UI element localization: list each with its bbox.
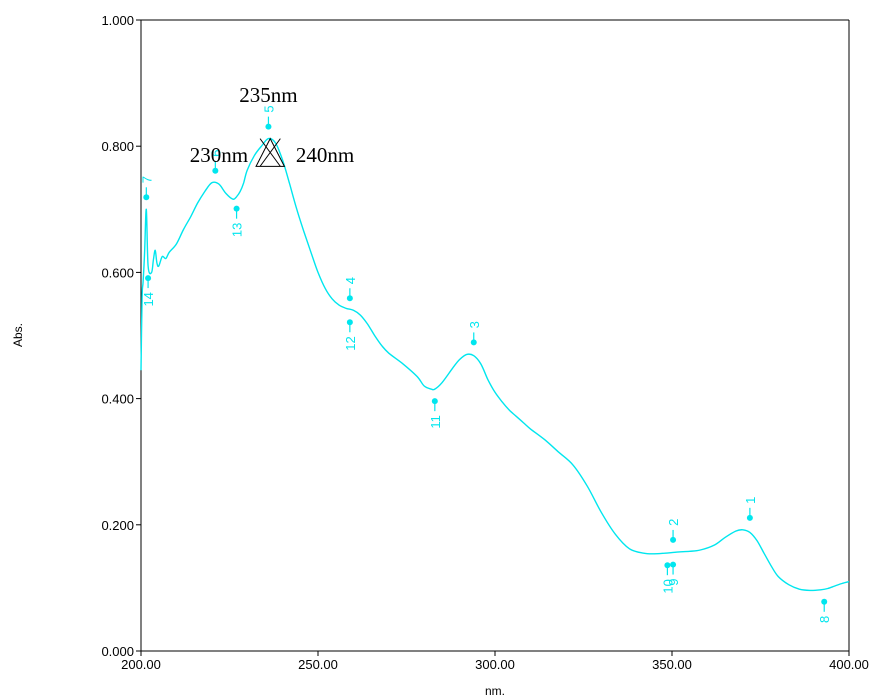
valley-label: 12 <box>343 336 358 350</box>
marker-dot <box>431 398 438 405</box>
peak-marker-4: 4 <box>343 277 358 302</box>
peak-label: 4 <box>343 277 358 284</box>
marker-dot <box>670 536 677 543</box>
wavelength-annotation: 230nm <box>190 143 248 167</box>
spectrum-series <box>140 137 850 592</box>
y-tick-label: 0.600 <box>101 265 134 280</box>
marker-dot <box>821 598 828 605</box>
peak-marker-10: 10 <box>660 562 675 594</box>
y-tick-label: 0.400 <box>101 392 134 407</box>
marker-dot <box>746 514 753 521</box>
peak-label: 1 <box>743 497 758 504</box>
wavelength-annotations: 235nm 230nm 240nm <box>190 83 355 167</box>
marker-dot <box>145 275 152 282</box>
valley-label: 10 <box>660 579 675 593</box>
marker-dot <box>346 295 353 302</box>
y-tick-label: 0.000 <box>101 644 134 659</box>
x-tick-label: 350.00 <box>652 657 692 672</box>
triangle-cross-line <box>259 138 281 167</box>
peak-label: 6 <box>208 150 223 157</box>
peak-marker-6: 6 <box>208 150 223 174</box>
y-tick-label: 0.200 <box>101 518 134 533</box>
valley-label: 13 <box>230 223 245 237</box>
valley-label: 11 <box>428 415 443 429</box>
wavelength-annotation: 235nm <box>239 83 297 107</box>
peak-label: 7 <box>139 176 154 183</box>
peak-marker-12: 12 <box>343 319 358 351</box>
axis-ticks: 200.00 250.00 300.00 350.00 400.00 0.000 0.200… <box>101 13 868 672</box>
peak-label: 2 <box>666 519 681 526</box>
valley-label: 14 <box>141 292 156 306</box>
wavelength-annotation: 240nm <box>296 143 354 167</box>
marker-dot <box>670 561 677 568</box>
y-tick-label: 1.000 <box>101 13 134 28</box>
x-tick-label: 200.00 <box>121 657 161 672</box>
y-axis-title: Abs. <box>11 323 25 347</box>
peak-marker-14: 14 <box>141 275 156 307</box>
valley-label: 9 <box>666 579 681 586</box>
peak-marker-11: 11 <box>428 398 443 429</box>
peak-marker-5: 5 <box>261 105 276 130</box>
x-tick-label: 250.00 <box>298 657 338 672</box>
x-axis-title: nm. <box>485 684 505 698</box>
peak-marker-1: 1 <box>743 497 758 521</box>
peak-marker-13: 13 <box>230 205 245 237</box>
triangle-marker <box>255 137 286 167</box>
x-tick-label: 300.00 <box>475 657 515 672</box>
spectrum-line <box>140 137 850 592</box>
peak-marker-9: 9 <box>666 561 681 586</box>
x-tick-label: 400.00 <box>829 657 869 672</box>
marker-dot <box>470 339 477 346</box>
marker-dot <box>143 194 150 201</box>
axes <box>140 19 850 652</box>
marker-dot <box>233 205 240 212</box>
marker-dot <box>265 123 272 130</box>
peak-marker-2: 2 <box>666 519 681 543</box>
peak-label: 5 <box>261 105 276 112</box>
peak-label: 3 <box>467 321 482 328</box>
marker-dot <box>346 319 353 326</box>
y-tick-label: 0.800 <box>101 139 134 154</box>
marker-dot <box>212 167 219 174</box>
peak-marker-8: 8 <box>817 598 832 623</box>
peak-marker-3: 3 <box>467 321 482 346</box>
valley-label: 8 <box>817 616 832 623</box>
peak-marker-7: 7 <box>139 176 154 201</box>
marker-dot <box>664 562 671 569</box>
